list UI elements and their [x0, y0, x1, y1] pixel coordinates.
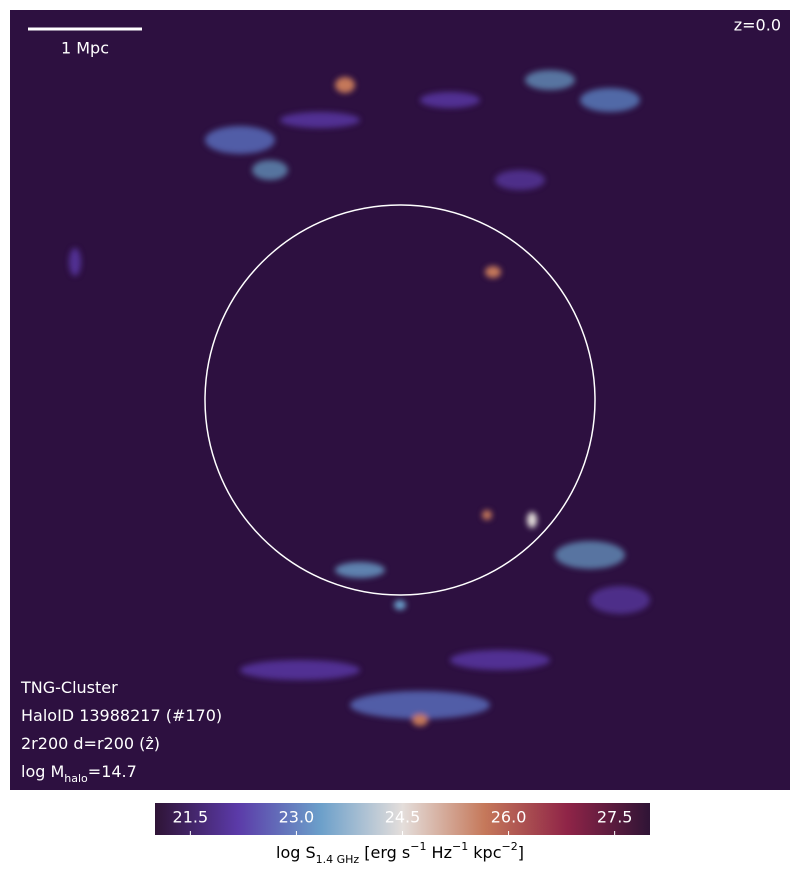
- superscript: −1: [452, 840, 468, 853]
- colorbar-tick-label: 24.5: [385, 808, 421, 827]
- text-part: HaloID 13988217 (#170): [21, 706, 222, 725]
- info-line: log Mhalo=14.7: [21, 762, 137, 785]
- r200-circle: [204, 204, 596, 596]
- map-background: [10, 10, 790, 790]
- colorbar-tick-label: 26.0: [491, 808, 527, 827]
- text-part: Hz: [426, 843, 452, 862]
- superscript: −1: [410, 840, 426, 853]
- colorbar-gradient: [155, 803, 650, 835]
- subscript: 1.4 GHz: [316, 853, 360, 866]
- emission-blobs: [69, 70, 650, 726]
- text-part: ]: [518, 843, 524, 862]
- colorbar-tick-label: 23.0: [279, 808, 315, 827]
- colorbar: 21.5 23.0 24.5 26.0 27.5: [155, 803, 650, 835]
- colorbar-tick-label: 27.5: [597, 808, 633, 827]
- superscript: −2: [502, 840, 518, 853]
- halo-info: TNG-Cluster HaloID 13988217 (#170) 2r200 d…: [20, 678, 222, 785]
- info-line: TNG-Cluster: [20, 678, 118, 697]
- text-part: log S: [276, 843, 316, 862]
- text-part: kpc: [468, 843, 501, 862]
- redshift-label: z=0.0: [734, 16, 781, 35]
- text-part: TNG-Cluster: [20, 678, 118, 697]
- info-line: 2r200 d=r200 (ẑ): [21, 734, 160, 753]
- text-part: 2r200 d=r200 (ẑ): [21, 734, 160, 753]
- subscript: halo: [64, 772, 88, 785]
- info-line: HaloID 13988217 (#170): [21, 706, 222, 725]
- colorbar-tick-label: 21.5: [173, 808, 209, 827]
- scale-bar-label: 1 Mpc: [61, 39, 109, 58]
- text-part: log M: [21, 762, 64, 781]
- colorbar-label: log S1.4 GHz [erg s−1 Hz−1 kpc−2]: [276, 840, 524, 866]
- text-part: [erg s: [359, 843, 410, 862]
- text-part: =14.7: [88, 762, 137, 781]
